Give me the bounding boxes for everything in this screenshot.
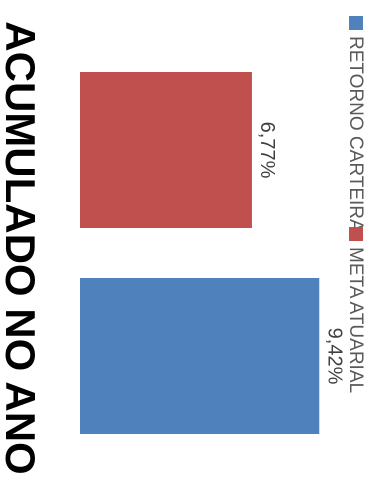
bar-group	[79, 72, 320, 434]
rotated-chart-area: ACUMULADO NO ANO 9,42% 6,77% RETORNO CART…	[0, 16, 366, 475]
bar-meta-atuarial	[80, 72, 252, 228]
chart-title: ACUMULADO NO ANO	[0, 21, 44, 474]
legend-label-retorno-carteira: RETORNO CARTEIRA	[345, 36, 366, 232]
data-label-meta-atuarial: 6,77%	[256, 122, 278, 179]
data-label-group: 9,42% 6,77%	[256, 122, 345, 385]
legend-swatch-meta-atuarial	[349, 227, 363, 241]
data-label-retorno-carteira: 9,42%	[323, 328, 345, 385]
bar-retorno-carteira	[79, 278, 320, 434]
legend-label-meta-atuarial: META ATUARIAL	[345, 247, 366, 393]
legend-swatch-retorno-carteira	[349, 16, 363, 30]
legend: RETORNO CARTEIRA META ATUARIAL	[345, 16, 366, 393]
